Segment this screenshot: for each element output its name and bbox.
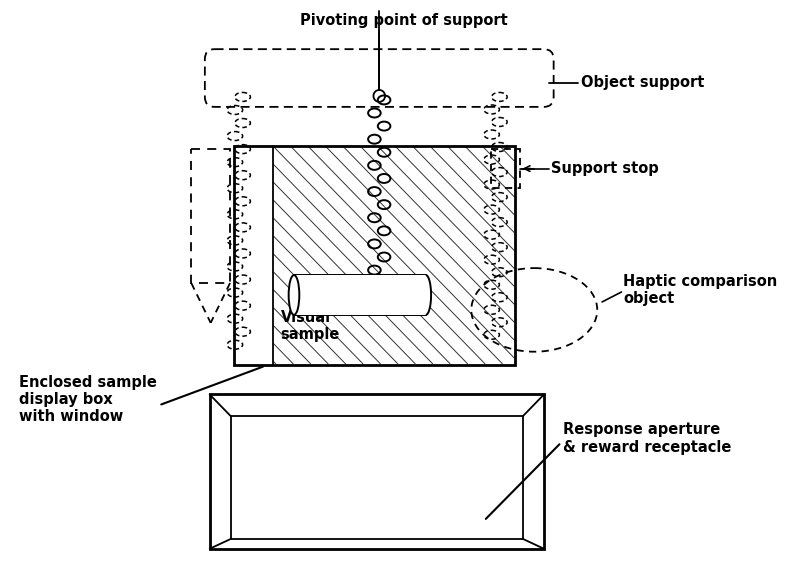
Ellipse shape [420, 275, 431, 315]
Text: Support stop: Support stop [550, 161, 658, 176]
Text: Enclosed sample
display box
with window: Enclosed sample display box with window [19, 375, 157, 425]
Bar [230, 416, 522, 539]
Text: Haptic comparison
object: Haptic comparison object [623, 274, 777, 306]
Bar [191, 148, 230, 283]
Text: Visual
sample: Visual sample [280, 310, 339, 342]
Bar [490, 148, 519, 188]
Ellipse shape [288, 275, 299, 315]
Text: Object support: Object support [580, 75, 703, 90]
Text: Pivoting point of support: Pivoting point of support [299, 13, 507, 28]
Bar [209, 394, 543, 549]
Text: Response aperture
& reward receptacle: Response aperture & reward receptacle [563, 422, 731, 455]
Bar [294, 275, 425, 315]
Bar [234, 146, 514, 365]
